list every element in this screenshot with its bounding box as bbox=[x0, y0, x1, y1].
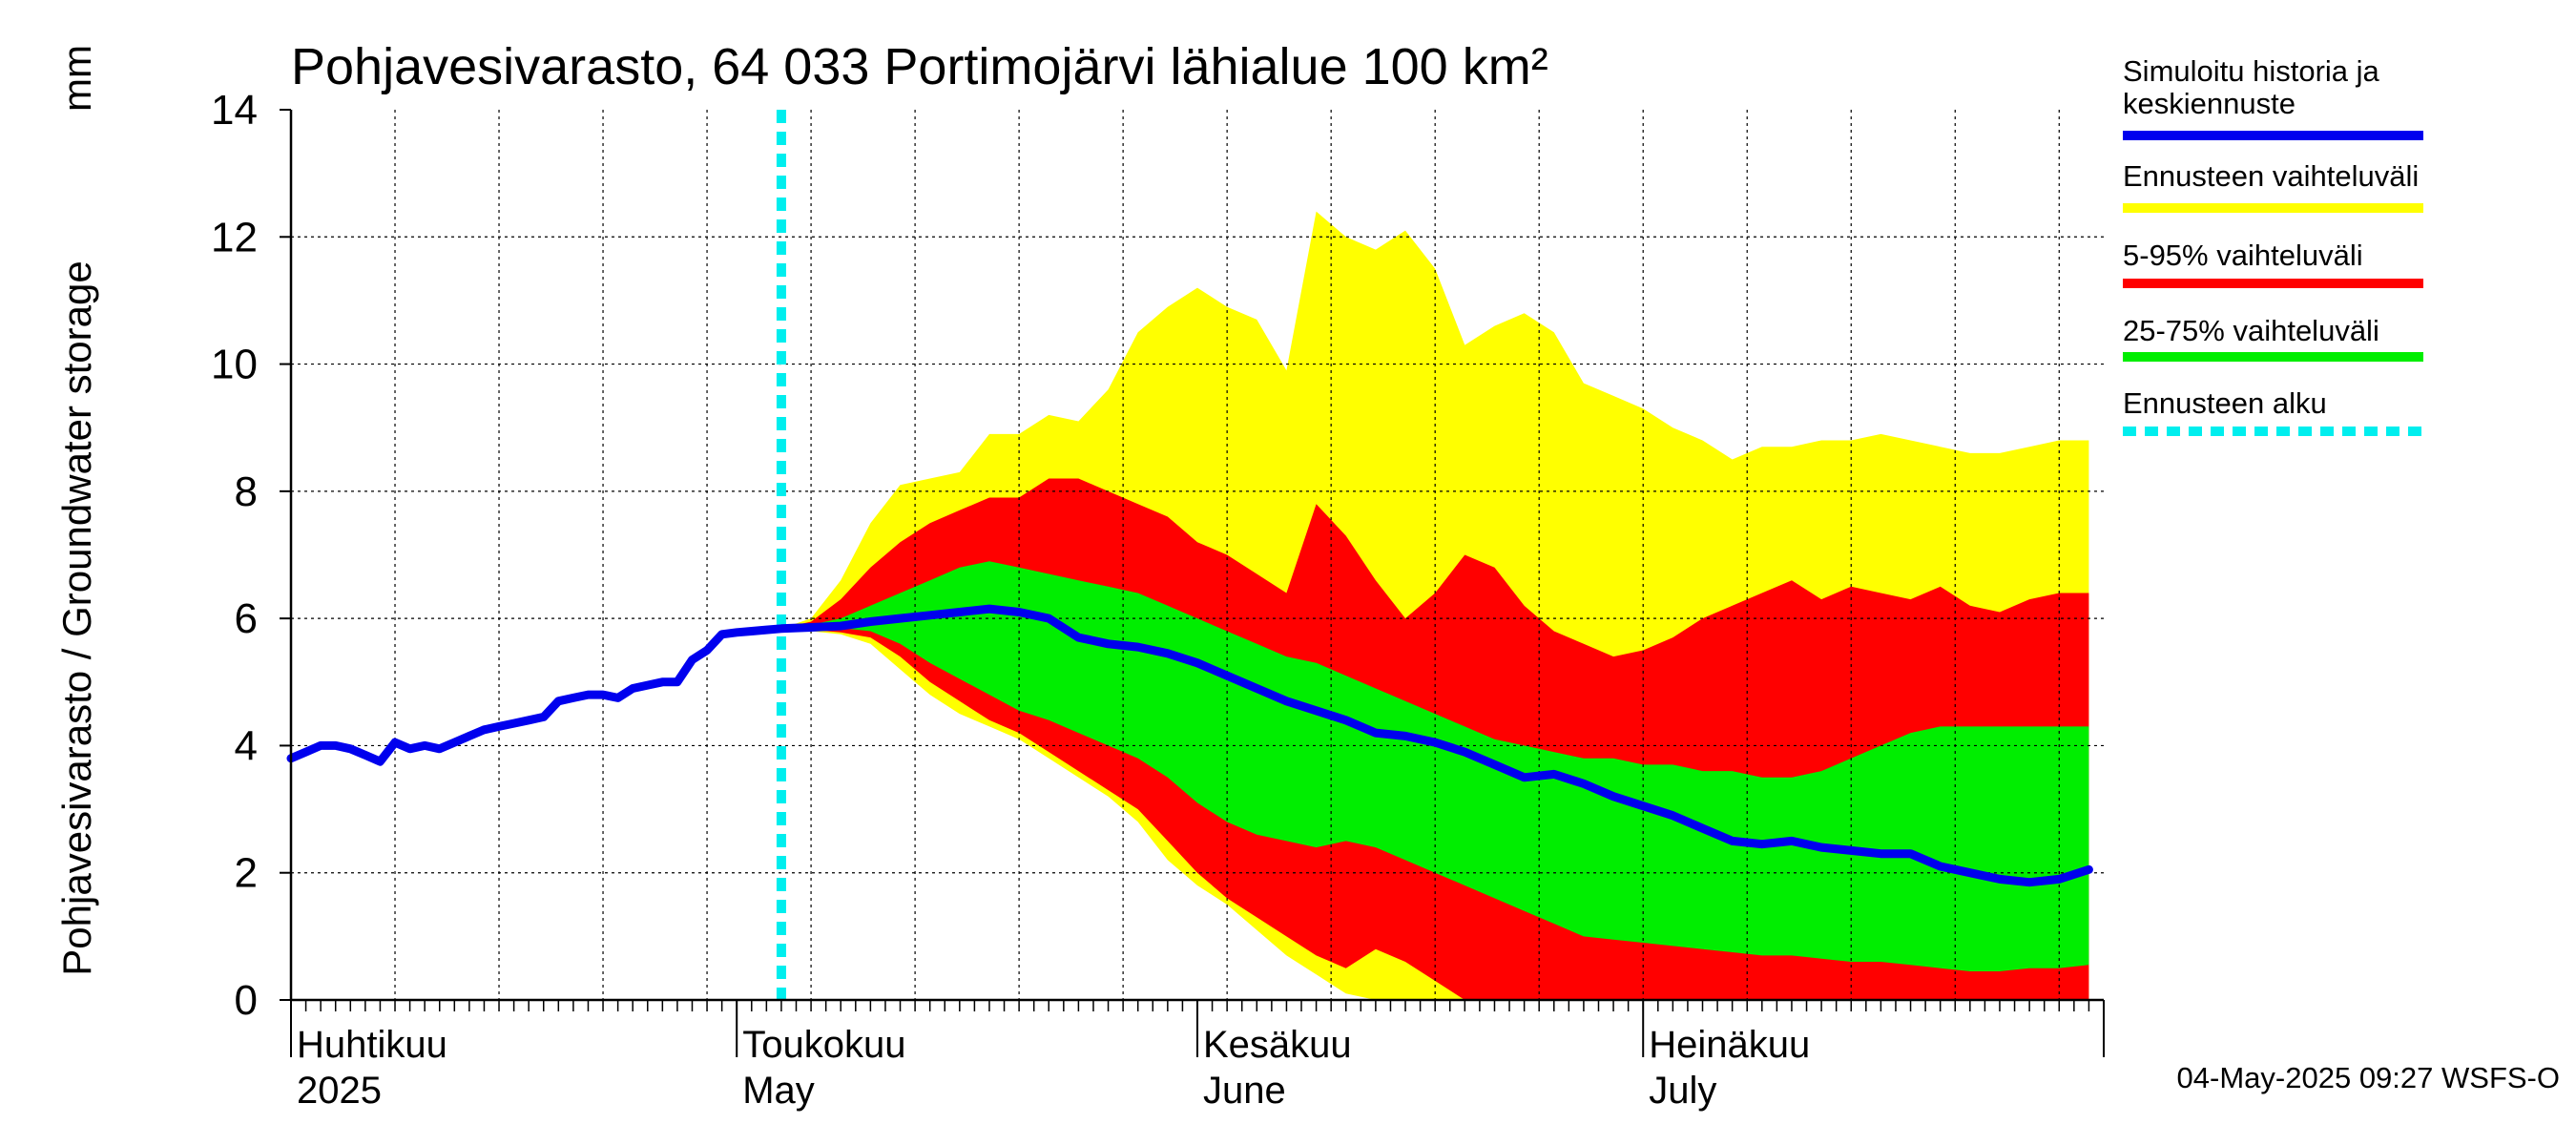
median-line bbox=[286, 604, 2093, 887]
chart-title: Pohjavesivarasto, 64 033 Portimojärvi lä… bbox=[291, 38, 1548, 95]
series-lines bbox=[286, 110, 2093, 1000]
legend-label: 25-75% vaihteluväli bbox=[2123, 314, 2379, 347]
month-label: Heinäkuu bbox=[1649, 1024, 1810, 1066]
y-axis-label: Pohjavesivarasto / Groundwater storage bbox=[54, 260, 99, 975]
legend-label: Simuloitu historia ja bbox=[2123, 54, 2380, 88]
month-label: Huhtikuu bbox=[297, 1024, 447, 1066]
legend-label: Ennusteen alku bbox=[2123, 386, 2327, 420]
month-sublabel: July bbox=[1649, 1070, 1716, 1112]
y-tick-label: 2 bbox=[235, 850, 258, 897]
legend-label: keskiennuste bbox=[2123, 87, 2296, 120]
y-tick-label: 6 bbox=[235, 595, 258, 642]
y-tick-label: 12 bbox=[211, 214, 258, 260]
month-label: Kesäkuu bbox=[1203, 1024, 1352, 1066]
y-tick-label: 0 bbox=[235, 977, 258, 1024]
legend-label: Ennusteen vaihteluväli bbox=[2123, 159, 2419, 193]
month-sublabel: May bbox=[742, 1070, 815, 1112]
timestamp: 04-May-2025 09:27 WSFS-O bbox=[2177, 1061, 2560, 1094]
y-tick-label: 8 bbox=[235, 468, 258, 515]
grid-lines bbox=[291, 110, 2104, 1000]
month-sublabel: 2025 bbox=[297, 1070, 382, 1112]
legend-label: 5-95% vaihteluväli bbox=[2123, 239, 2363, 272]
y-tick-label: 4 bbox=[235, 722, 258, 769]
y-tick-label: 10 bbox=[211, 342, 258, 388]
y-axis-unit: mm bbox=[54, 45, 99, 112]
y-tick-label: 14 bbox=[211, 87, 258, 134]
month-label: Toukokuu bbox=[742, 1024, 905, 1066]
month-sublabel: June bbox=[1203, 1070, 1286, 1112]
